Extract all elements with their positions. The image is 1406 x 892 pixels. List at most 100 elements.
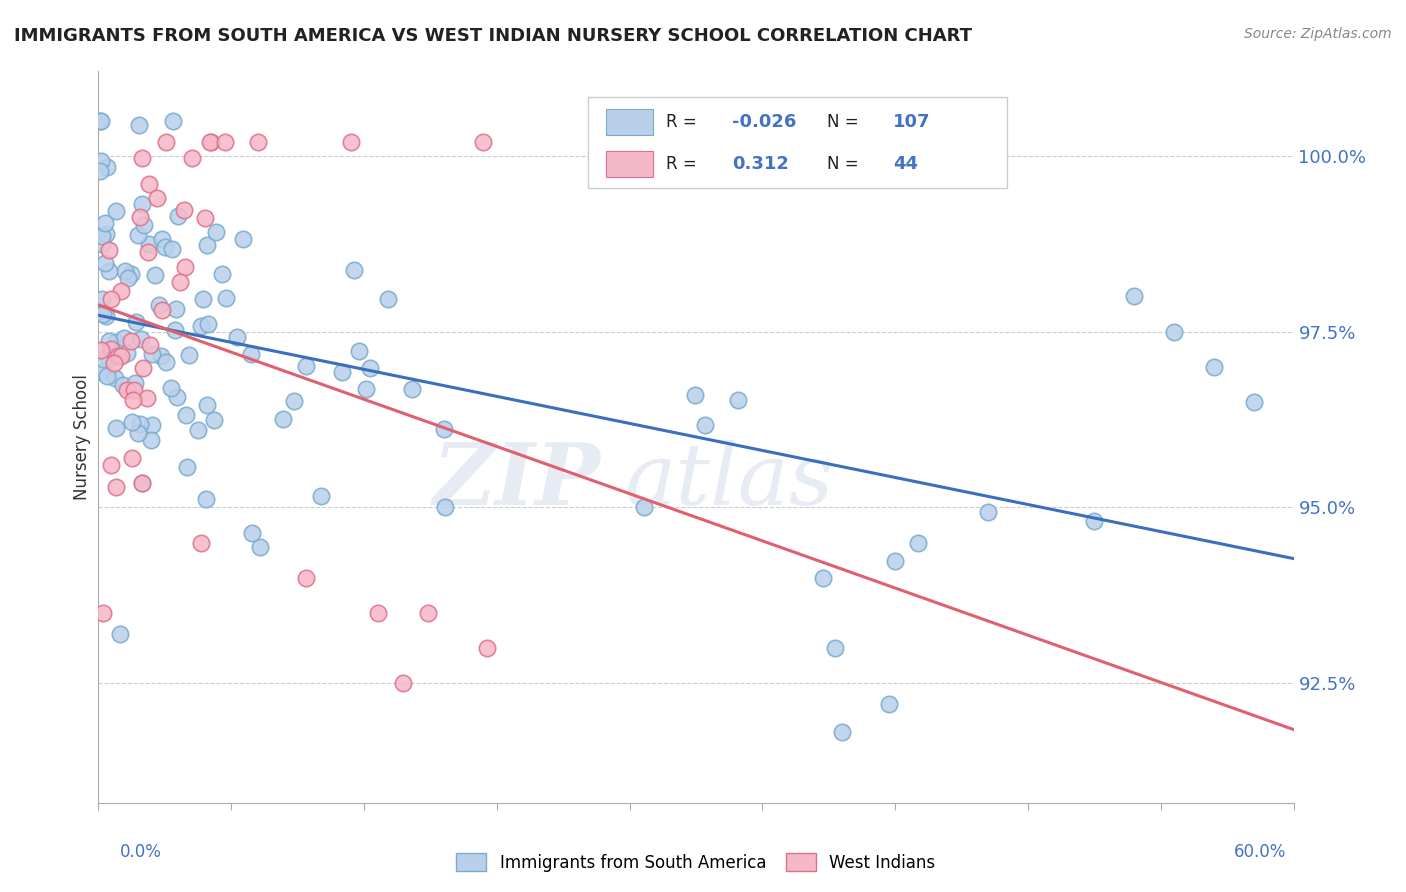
Point [165,302,187,317]
Point [271,411,294,425]
Point [110,349,132,363]
Point [214,291,236,305]
Point [100,458,122,472]
Point [121,415,143,429]
Point [94,310,117,324]
Point [367,606,389,620]
Point [1083,515,1105,529]
Point [100,343,122,357]
Point [434,500,457,515]
Point [131,475,153,490]
Point [89,304,111,318]
Point [90,365,112,379]
Point [136,245,159,260]
Point [190,535,212,549]
Point [141,418,163,433]
Point [91,606,114,620]
Point [98,351,121,366]
Point [295,571,318,585]
Text: 107: 107 [893,112,931,130]
Point [146,191,169,205]
Point [342,263,364,277]
Text: N =: N = [827,154,865,173]
Point [249,541,271,555]
Point [104,421,127,435]
Text: 0.312: 0.312 [733,154,789,173]
Point [90,237,112,252]
Point [190,318,212,333]
Point [114,264,136,278]
Point [131,197,153,211]
Point [187,423,209,437]
Point [115,384,138,398]
Text: N =: N = [827,112,865,130]
Point [197,398,219,412]
Point [195,238,218,252]
Point [160,381,183,395]
Point [1202,359,1225,374]
Point [90,154,112,169]
Point [96,160,118,174]
Point [392,676,415,690]
Point [98,243,121,257]
Point [1123,289,1146,303]
Point [143,268,166,282]
Point [129,417,152,432]
Point [401,382,423,396]
Point [176,460,198,475]
Point [104,371,127,385]
Point [824,641,846,656]
Text: 44: 44 [893,154,918,173]
Point [120,334,142,349]
Point [100,292,122,306]
Point [91,308,114,322]
Text: Source: ZipAtlas.com: Source: ZipAtlas.com [1244,27,1392,41]
Point [433,422,456,436]
Point [138,177,160,191]
Point [122,383,145,397]
Text: R =: R = [666,154,702,173]
Point [475,641,498,656]
Point [416,606,439,620]
Point [124,376,146,391]
Point [96,369,118,384]
Point [165,323,187,337]
Point [309,489,332,503]
Point [90,228,112,243]
Point [232,232,254,246]
Point [132,218,155,232]
Point [347,343,370,358]
Point [121,450,143,465]
Point [633,500,655,515]
FancyBboxPatch shape [589,97,1007,188]
Point [332,365,354,379]
Point [339,135,361,149]
Point [129,210,152,224]
Point [150,349,173,363]
Point [98,264,121,278]
Point [125,315,148,329]
Point [813,571,835,585]
Point [695,417,717,432]
Point [136,391,159,405]
Point [976,505,998,519]
Point [104,479,127,493]
Point [131,151,153,165]
Point [127,228,149,243]
Point [110,626,132,640]
Point [90,113,112,128]
Point [129,332,152,346]
Text: 0.0%: 0.0% [120,843,162,861]
Point [294,359,316,373]
Point [883,554,905,568]
Point [176,408,198,422]
Point [150,303,173,318]
Point [127,425,149,440]
Point [138,237,160,252]
Point [90,343,112,357]
Point [197,317,219,331]
Point [683,388,706,402]
Legend: Immigrants from South America, West Indians: Immigrants from South America, West Indi… [450,847,942,879]
Point [103,356,125,370]
Point [727,392,749,407]
